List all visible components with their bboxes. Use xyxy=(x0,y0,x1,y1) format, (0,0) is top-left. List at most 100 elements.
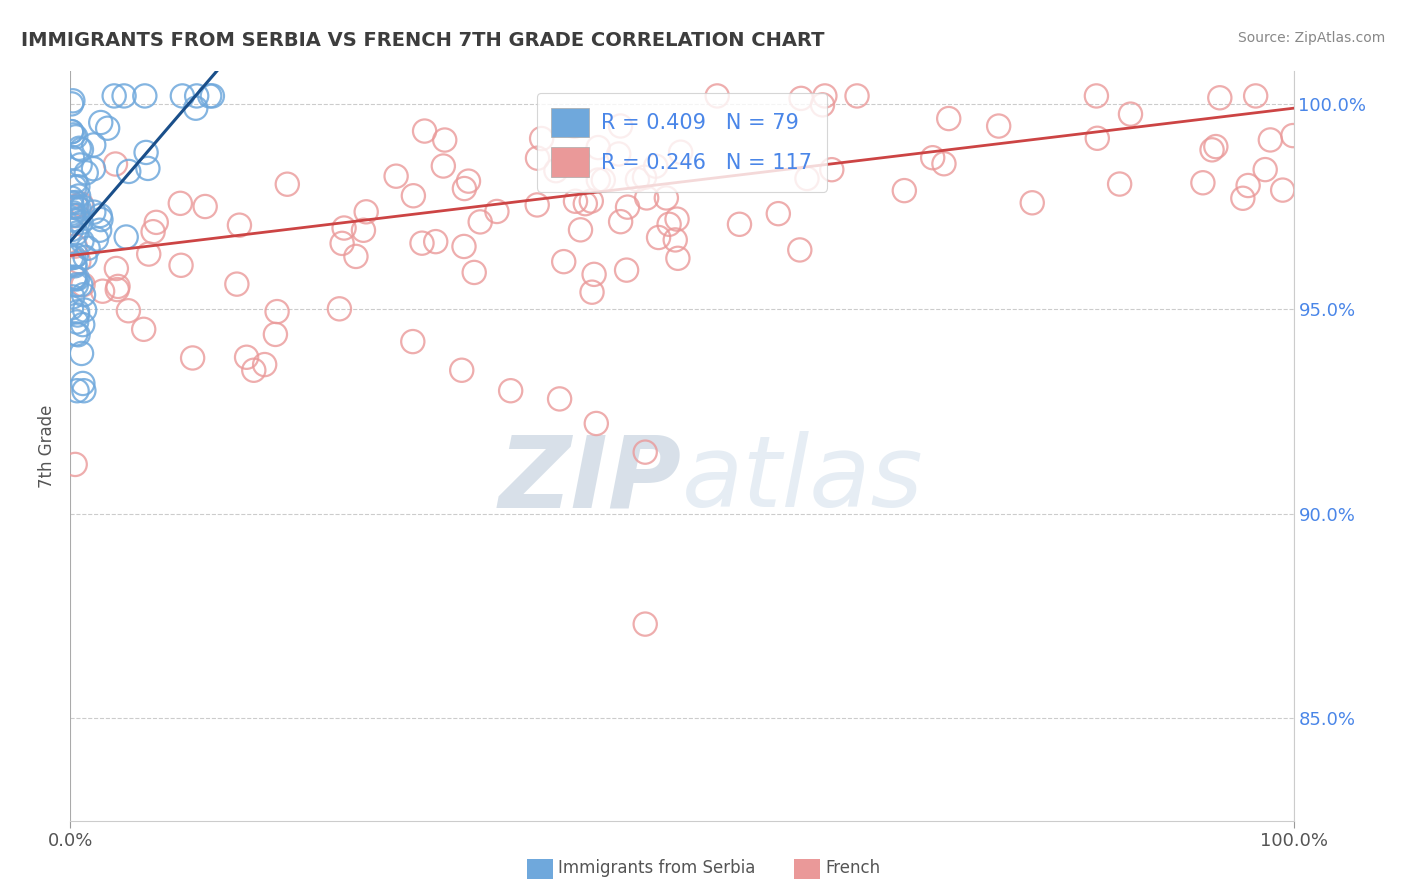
Point xyxy=(73,384,96,398)
Point xyxy=(83,205,105,219)
Point xyxy=(75,250,97,264)
Point xyxy=(91,284,114,298)
Point xyxy=(89,223,111,237)
Point xyxy=(664,233,686,247)
Point xyxy=(609,119,631,133)
Point xyxy=(344,249,367,263)
Point xyxy=(432,159,454,173)
Point xyxy=(72,287,94,301)
Point xyxy=(485,204,508,219)
Point xyxy=(987,119,1010,133)
Point xyxy=(526,151,548,165)
Point xyxy=(1282,128,1305,143)
Point xyxy=(581,194,603,208)
Point xyxy=(60,301,83,315)
Point xyxy=(821,162,844,177)
Point xyxy=(60,191,83,205)
Point xyxy=(634,445,657,459)
Point xyxy=(647,230,669,244)
Point xyxy=(107,279,129,293)
Point xyxy=(588,173,610,187)
Point xyxy=(1244,89,1267,103)
Point xyxy=(228,218,250,232)
Point xyxy=(77,241,100,255)
Point xyxy=(453,239,475,253)
Point xyxy=(433,133,456,147)
Point xyxy=(65,213,87,227)
Point xyxy=(75,166,97,180)
Point xyxy=(82,161,104,176)
Point xyxy=(1232,191,1254,205)
Point xyxy=(402,188,425,202)
Y-axis label: 7th Grade: 7th Grade xyxy=(38,404,56,488)
Text: Source: ZipAtlas.com: Source: ZipAtlas.com xyxy=(1237,31,1385,45)
Point xyxy=(62,208,84,222)
Point xyxy=(105,261,128,276)
Point xyxy=(411,236,433,251)
Point xyxy=(65,326,87,341)
Point xyxy=(66,308,89,322)
Point xyxy=(181,351,204,365)
Point xyxy=(921,151,943,165)
Point xyxy=(581,285,603,300)
Point xyxy=(453,181,475,195)
Point xyxy=(658,217,681,231)
Point xyxy=(112,89,135,103)
Point xyxy=(90,115,112,129)
Point xyxy=(194,200,217,214)
Point xyxy=(169,196,191,211)
Point xyxy=(60,125,83,139)
Point xyxy=(253,358,276,372)
Point xyxy=(425,235,447,249)
Point xyxy=(138,247,160,261)
Point xyxy=(266,304,288,318)
Point xyxy=(65,174,87,188)
Point xyxy=(1209,91,1232,105)
Point xyxy=(402,334,425,349)
Point xyxy=(893,184,915,198)
Point xyxy=(67,189,90,203)
Point xyxy=(63,251,86,265)
Point xyxy=(63,259,86,273)
Point xyxy=(72,318,94,332)
Point xyxy=(583,268,606,282)
Point xyxy=(790,91,813,105)
Legend: R = 0.409   N = 79, R = 0.246   N = 117: R = 0.409 N = 79, R = 0.246 N = 117 xyxy=(537,93,827,192)
Point xyxy=(634,617,657,632)
Point xyxy=(97,121,120,136)
Point xyxy=(105,283,128,297)
Point xyxy=(814,89,837,103)
Point xyxy=(499,384,522,398)
Point xyxy=(592,173,614,187)
Point xyxy=(67,141,90,155)
Point xyxy=(186,89,208,103)
Point xyxy=(457,174,479,188)
Point xyxy=(1085,89,1108,103)
Point xyxy=(62,128,84,142)
Point xyxy=(276,178,298,192)
Point xyxy=(243,363,266,377)
Point xyxy=(470,215,492,229)
Point xyxy=(63,458,86,472)
Point xyxy=(72,376,94,391)
Point xyxy=(62,290,84,304)
Point xyxy=(65,272,87,286)
Point xyxy=(70,143,93,157)
Point xyxy=(586,140,609,154)
Point xyxy=(1271,183,1294,197)
Point xyxy=(83,137,105,152)
Point xyxy=(1192,176,1215,190)
Point xyxy=(104,157,127,171)
Point xyxy=(1254,162,1277,177)
Point xyxy=(1108,177,1130,191)
Point xyxy=(135,145,157,160)
Point xyxy=(1205,139,1227,153)
Point xyxy=(72,200,94,214)
Point xyxy=(63,212,86,227)
Point xyxy=(330,236,353,251)
Point xyxy=(134,89,156,103)
Point xyxy=(633,170,655,185)
Point xyxy=(789,243,811,257)
Point xyxy=(65,129,87,144)
Point xyxy=(63,270,86,285)
